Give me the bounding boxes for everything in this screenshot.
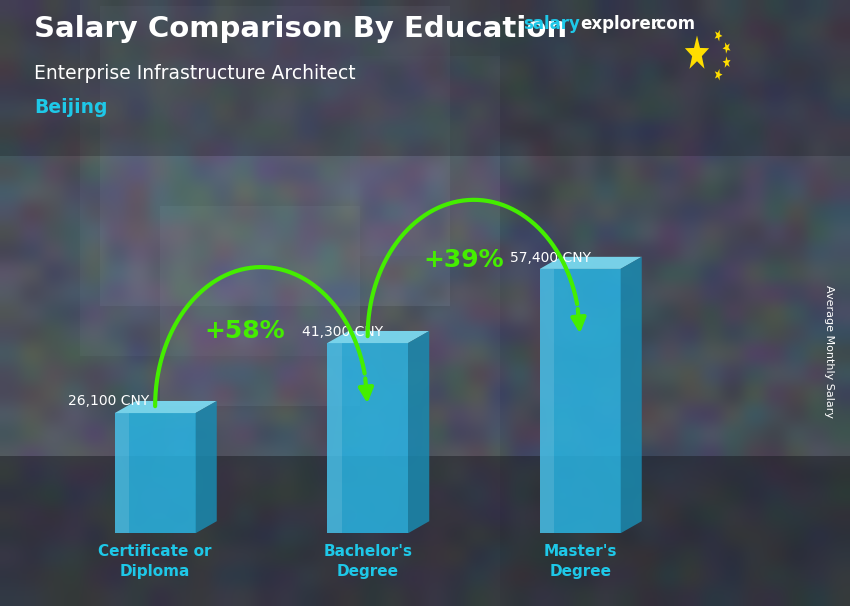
Text: +39%: +39% [423, 248, 503, 272]
Bar [350, 56, 500, 256]
Polygon shape [722, 42, 730, 54]
Bar [115, 413, 196, 533]
Text: explorer: explorer [581, 15, 660, 33]
Polygon shape [115, 401, 217, 413]
Text: 26,100 CNY: 26,100 CNY [68, 394, 149, 408]
Bar [100, 6, 450, 306]
Text: Average Monthly Salary: Average Monthly Salary [824, 285, 834, 418]
Text: .com: .com [650, 15, 695, 33]
Text: 41,300 CNY: 41,300 CNY [302, 325, 382, 339]
Polygon shape [715, 30, 722, 41]
Polygon shape [620, 257, 642, 533]
Text: Salary Comparison By Education: Salary Comparison By Education [34, 15, 567, 43]
Bar [160, 206, 360, 406]
Polygon shape [327, 343, 342, 533]
Polygon shape [685, 36, 709, 68]
Bar [327, 343, 408, 533]
Polygon shape [722, 56, 731, 68]
Polygon shape [540, 269, 554, 533]
Polygon shape [408, 331, 429, 533]
Bar [0, 0, 850, 156]
Text: Enterprise Infrastructure Architect: Enterprise Infrastructure Architect [34, 64, 355, 82]
Polygon shape [196, 401, 217, 533]
Bar [540, 269, 620, 533]
Polygon shape [327, 331, 429, 343]
Text: 57,400 CNY: 57,400 CNY [510, 251, 591, 265]
Bar [80, 0, 360, 356]
Polygon shape [115, 413, 129, 533]
Bar [0, 456, 850, 606]
Text: salary: salary [523, 15, 580, 33]
Polygon shape [540, 257, 642, 269]
Bar [500, 0, 850, 606]
Text: Beijing: Beijing [34, 98, 107, 117]
Text: +58%: +58% [204, 319, 285, 343]
Polygon shape [715, 69, 722, 81]
